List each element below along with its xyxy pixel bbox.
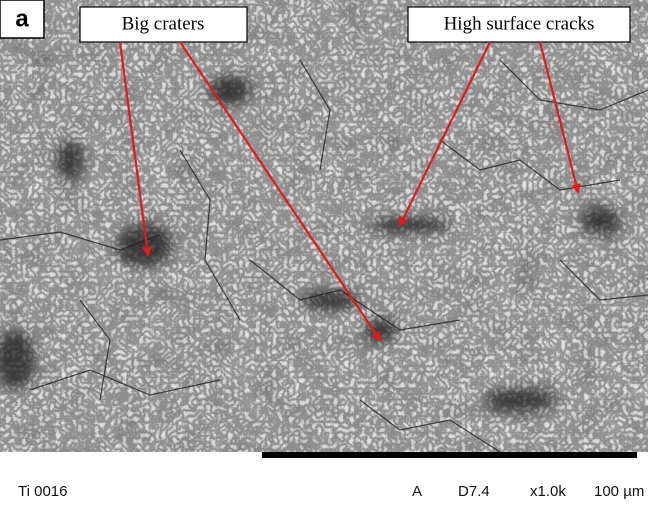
figure-panel: a Big craters High surface cracks Ti 001… (0, 0, 648, 507)
sample-id: Ti 0016 (18, 483, 67, 500)
panel-label: a (15, 5, 29, 32)
annotation-label: High surface cracks (444, 13, 595, 34)
detector-mode: A (412, 483, 422, 500)
micrograph (0, 0, 648, 452)
magnification: x1.0k (530, 483, 566, 500)
scale-bar (262, 452, 637, 458)
annotation-label: Big craters (122, 13, 205, 34)
scale-length: 100 µm (594, 483, 644, 500)
working-distance: D7.4 (458, 483, 490, 500)
